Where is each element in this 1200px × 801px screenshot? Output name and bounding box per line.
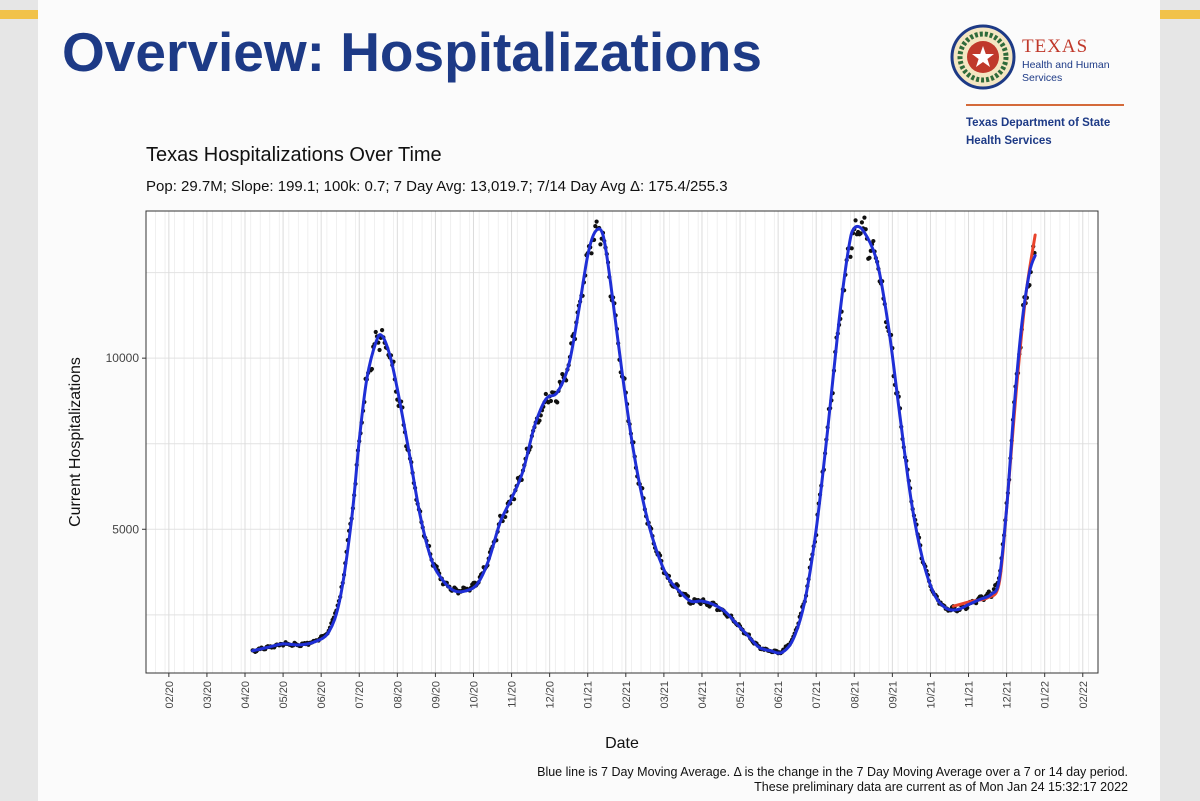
x-tick-label: 05/21 (735, 681, 747, 709)
x-tick-label: 10/21 (925, 681, 937, 709)
x-tick-label: 07/21 (811, 681, 823, 709)
x-axis-label: Date (605, 735, 639, 752)
logo-dept-line1: Texas Department of State (966, 117, 1111, 129)
data-point (589, 251, 594, 256)
data-point (369, 366, 375, 372)
footnote: Blue line is 7 Day Moving Average. Δ is … (537, 765, 1128, 795)
chart-title: Texas Hospitalizations Over Time (146, 144, 442, 166)
texas-seal-icon (950, 24, 1016, 90)
chart-subtitle: Pop: 29.7M; Slope: 199.1; 100k: 0.7; 7 D… (146, 178, 728, 195)
logo-agency-line1: Health and Human (1022, 59, 1110, 71)
x-tick-label: 12/21 (1002, 681, 1014, 709)
x-tick-label: 09/20 (430, 681, 442, 709)
x-tick-label: 03/20 (202, 681, 214, 709)
x-tick-label: 08/20 (392, 681, 404, 709)
logo-texas: TEXAS (1022, 36, 1089, 57)
y-tick-label: 10000 (106, 351, 140, 365)
data-point (377, 347, 382, 353)
moving-average-line (251, 224, 1037, 655)
x-tick-label: 12/20 (545, 681, 557, 709)
x-tick-label: 06/21 (773, 681, 785, 709)
x-tick-label: 11/21 (964, 681, 976, 708)
logo-dept-line2: Health Services (966, 135, 1052, 147)
data-point (560, 372, 565, 377)
x-tick-label: 08/21 (849, 681, 861, 709)
data-point (849, 246, 854, 251)
data-point (871, 238, 876, 244)
plot-border (145, 210, 1099, 674)
x-tick-label: 01/21 (583, 681, 595, 709)
logo-department: Texas Department of State Health Service… (966, 114, 1136, 150)
data-point (555, 400, 560, 405)
x-tick-label: 02/21 (621, 681, 633, 709)
data-point (593, 223, 598, 229)
data-point (379, 328, 385, 333)
x-tick-label: 06/20 (316, 681, 328, 709)
slide-title: Overview: Hospitalizations (62, 21, 762, 83)
data-point (986, 589, 991, 594)
x-tick-label: 05/20 (278, 681, 290, 709)
data-point (594, 219, 599, 224)
x-tick-label: 04/21 (697, 681, 709, 709)
data-point (548, 398, 554, 404)
data-point (598, 242, 603, 247)
x-tick-label: 07/20 (354, 681, 366, 709)
logo-agency: Health and Human Services (1022, 59, 1112, 85)
y-tick-label: 5000 (112, 522, 139, 536)
data-point (862, 215, 867, 220)
x-tick-label: 10/20 (468, 681, 480, 709)
x-tick-label: 09/21 (887, 681, 899, 709)
logo-agency-line2: Services (1022, 72, 1063, 84)
data-point (859, 220, 865, 225)
x-tick-label: 04/20 (240, 681, 252, 709)
y-axis-label: Current Hospitalizations (67, 357, 84, 527)
x-tick-label: 02/20 (164, 681, 176, 709)
data-point (373, 329, 378, 335)
data-point (858, 231, 863, 236)
data-point (867, 255, 872, 260)
data-point (543, 391, 548, 397)
x-tick-label: 03/21 (659, 681, 671, 709)
data-point (698, 601, 703, 607)
footnote-line1: Blue line is 7 Day Moving Average. Δ is … (537, 765, 1128, 779)
x-tick-label: 02/22 (1078, 681, 1090, 709)
logo-divider (966, 104, 1124, 106)
footnote-line2: These preliminary data are current as of… (754, 780, 1128, 794)
x-tick-label: 11/20 (507, 681, 519, 708)
x-tick-label: 01/22 (1040, 681, 1052, 709)
data-point (537, 418, 542, 423)
data-point (848, 254, 853, 259)
data-point (853, 218, 858, 223)
texas-hhs-logo: TEXAS Health and Human Services Texas De… (950, 24, 1140, 154)
